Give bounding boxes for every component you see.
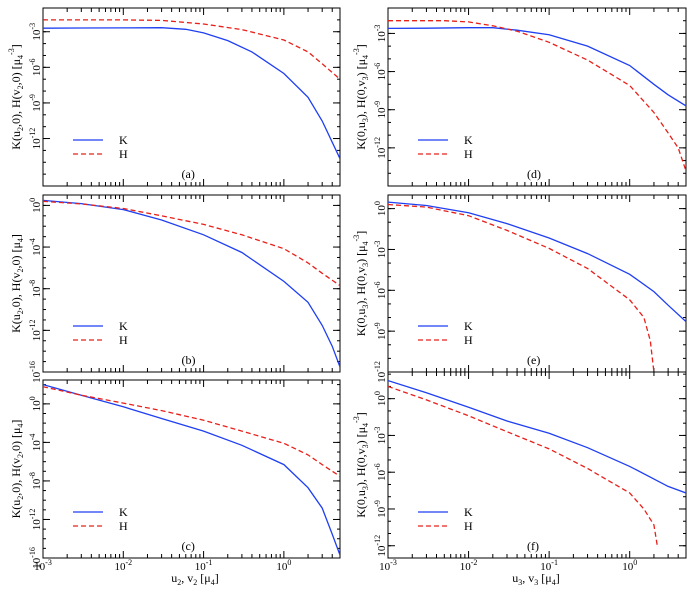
y-tick-label: 10-3 <box>28 23 43 41</box>
y-tick-label: 10-9 <box>373 101 388 119</box>
legend-label-k: K <box>464 505 473 519</box>
y-tick-label: 10-16 <box>28 547 43 569</box>
y-tick-label: 10-6 <box>28 58 43 76</box>
y-tick-label: 10-12 <box>373 361 388 383</box>
series-line-k <box>43 199 340 368</box>
legend-label-k: K <box>464 133 473 147</box>
y-axis-title: K(0,u3), H(0,v3) [μ4-3] <box>352 231 370 336</box>
plot-frame <box>42 7 341 187</box>
panel-label: (b) <box>182 353 196 367</box>
y-tick-label: 10-4 <box>28 238 43 256</box>
series-line-k <box>388 201 686 323</box>
panel-label: (a) <box>182 167 195 181</box>
y-tick-label: 10-12 <box>373 535 388 557</box>
legend-label-h: H <box>119 519 128 533</box>
chart-panel-a: 10-3 10-6 10-9 10-12 KH (a) K(u2,0), H(v2,0) [… <box>7 7 341 187</box>
series-line-k <box>388 27 686 107</box>
plot-frame <box>387 7 687 187</box>
y-tick-label: 10-8 <box>28 280 43 298</box>
legend-label-h: H <box>119 333 128 347</box>
series-line-h <box>388 20 686 172</box>
plot-frame <box>42 194 341 373</box>
legend-label-k: K <box>464 319 473 333</box>
x-tick-label: 10-1 <box>540 558 558 573</box>
y-tick-label: 10-9 <box>373 322 388 340</box>
y-tick-label: 10-4 <box>28 434 43 452</box>
y-tick-label: 10-6 <box>373 63 388 81</box>
x-tick-label: 10-2 <box>460 558 478 573</box>
x-tick-label: 10-3 <box>379 558 397 573</box>
x-axis-title-right: u3, v3 [μ4] <box>512 571 559 587</box>
x-tick-label: 10-2 <box>114 558 132 573</box>
x-tick-label: 10-3 <box>34 558 52 573</box>
y-tick-label: 10-3 <box>373 25 388 43</box>
y-tick-label: 10-12 <box>28 128 43 150</box>
y-axis-title: K(u2,0), H(v2,0) [μ4] <box>9 234 25 333</box>
chart-panel-b: 100 10-4 10-8 10-12 10-16 KH (b) K(u2,0), H(v2,… <box>9 194 341 383</box>
chart-panel-d: 10-3 10-6 10-9 10-12 KH (d) K(0,u3), H(0,v3) [… <box>352 7 687 187</box>
y-axis-title: K(u2,0), H(v2,0) [μ4-3] <box>7 44 25 149</box>
y-tick-label: 100 <box>373 391 388 406</box>
plot-frame <box>42 379 341 559</box>
legend-label-h: H <box>464 333 473 347</box>
series-line-h <box>388 203 655 372</box>
x-axis-title-left: u2, v2 [μ4] <box>171 571 218 587</box>
panel-label: (d) <box>527 167 541 181</box>
y-tick-label: 10-3 <box>373 241 388 259</box>
plot-frame <box>387 371 687 559</box>
legend-label-h: H <box>119 147 128 161</box>
series-line-h <box>43 19 340 80</box>
x-tick-label: 100 <box>276 558 291 573</box>
y-tick-label: 10-12 <box>373 137 388 159</box>
panel-label: (e) <box>527 353 540 367</box>
y-tick-label: 10-9 <box>373 500 388 518</box>
series-line-h <box>388 385 658 546</box>
y-axis-title: K(0,u3), H(0,v3) [μ4-3] <box>352 412 370 517</box>
legend-label-h: H <box>464 147 473 161</box>
series-line-h <box>43 386 340 477</box>
series-line-h <box>43 200 340 287</box>
y-tick-label: 100 <box>28 198 43 213</box>
y-tick-label: 10-9 <box>28 94 43 112</box>
x-tick-label: 10-1 <box>195 558 213 573</box>
series-line-k <box>388 379 686 494</box>
panel-label: (f) <box>527 539 539 553</box>
y-tick-label: 10-12 <box>28 320 43 342</box>
y-axis-title: K(0,u3), H(0,v3) [μ4-3] <box>352 44 370 149</box>
legend-label-k: K <box>119 133 128 147</box>
y-axis-title: K(u2,0), H(v2,0) [μ4] <box>9 420 25 519</box>
legend-label-k: K <box>119 319 128 333</box>
chart-panel-e: 100 10-3 10-6 10-9 10-12 KH (e) K(0,u3), H(0,v3… <box>352 194 687 383</box>
series-line-k <box>43 383 340 556</box>
chart-panel-c: 100 10-4 10-8 10-12 10-16 KH (c) K(u2,0), H(v2,… <box>9 379 341 573</box>
y-tick-label: 100 <box>373 201 388 216</box>
x-tick-label: 100 <box>622 558 637 573</box>
y-tick-label: 10-12 <box>28 509 43 531</box>
plot-frame <box>387 194 687 373</box>
y-tick-label: 10-6 <box>373 281 388 299</box>
y-tick-label: 10-6 <box>373 463 388 481</box>
legend-label-k: K <box>119 505 128 519</box>
y-tick-label: 10-8 <box>28 472 43 490</box>
y-tick-label: 10-3 <box>373 427 388 445</box>
panel-label: (c) <box>182 539 195 553</box>
series-line-k <box>43 27 340 159</box>
legend-label-h: H <box>464 519 473 533</box>
y-tick-label: 100 <box>28 396 43 411</box>
chart-panel-f: 100 10-3 10-6 10-9 10-12 KH (f) K(0,u3), H(0,v3… <box>352 371 687 573</box>
y-tick-label: 10-16 <box>28 361 43 383</box>
